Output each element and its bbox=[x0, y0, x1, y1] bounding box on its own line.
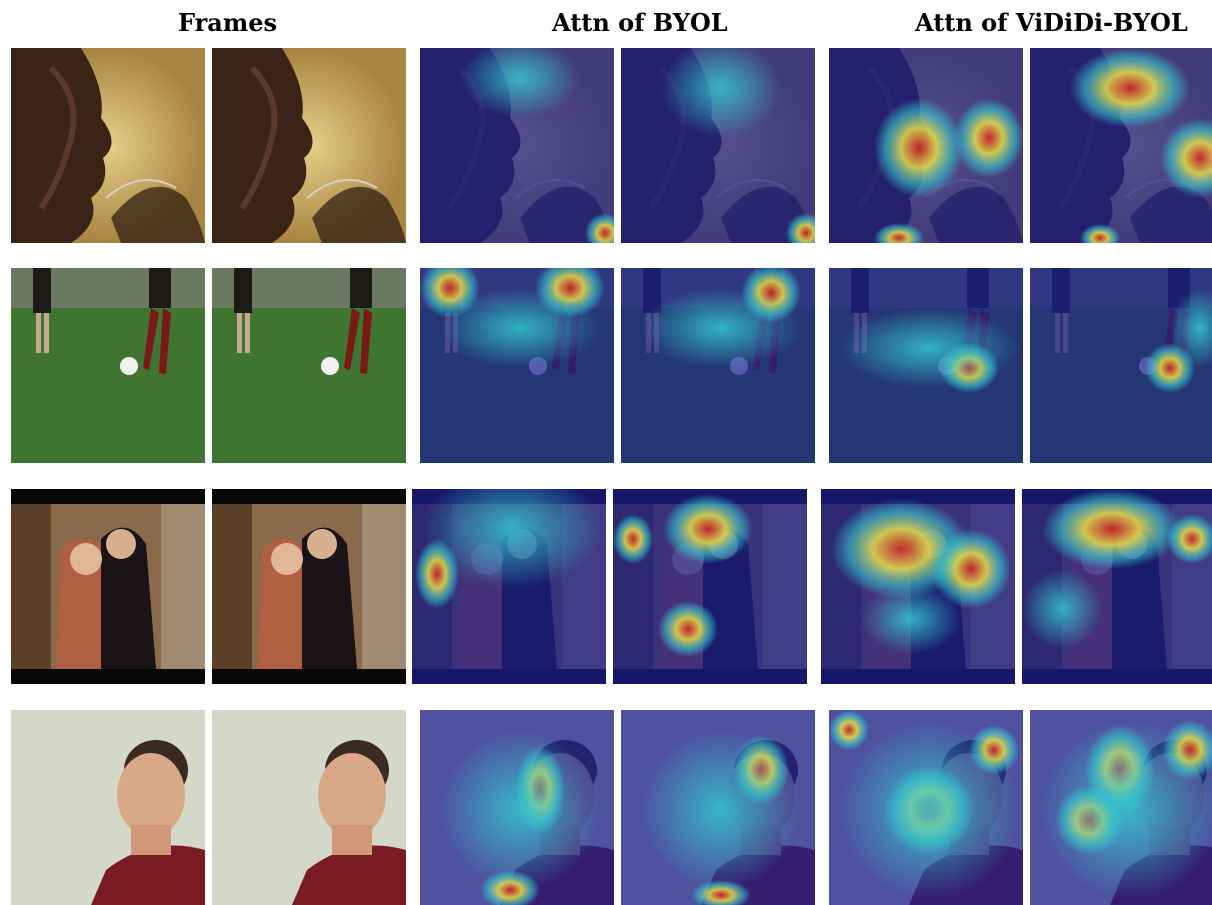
attention-heatmap-icon bbox=[1030, 268, 1212, 463]
attention-heatmap-icon bbox=[829, 48, 1023, 243]
row-4-frame-2 bbox=[212, 710, 406, 905]
soccer-photo-icon bbox=[11, 268, 205, 463]
row-2-attn-byol-1 bbox=[420, 268, 614, 463]
row-1-attn-vididi-1 bbox=[829, 48, 1023, 243]
man-face-photo-icon bbox=[11, 710, 205, 905]
man-face-photo-icon bbox=[212, 710, 406, 905]
row-4-attn-byol-2 bbox=[621, 710, 815, 905]
header-attn-vididi-byol: Attn of ViDiDi-BYOL bbox=[915, 8, 1188, 37]
attention-heatmap-icon bbox=[621, 268, 815, 463]
row-2-attn-vididi-2 bbox=[1030, 268, 1212, 463]
couple-photo-icon bbox=[212, 489, 406, 684]
attention-heatmap-icon bbox=[821, 489, 1015, 684]
row-2-attn-byol-2 bbox=[621, 268, 815, 463]
couple-photo-icon bbox=[11, 489, 205, 684]
header-attn-byol: Attn of BYOL bbox=[552, 8, 728, 37]
attention-heatmap-icon bbox=[420, 268, 614, 463]
row-4-frame-1 bbox=[11, 710, 205, 905]
attention-heatmap-icon bbox=[621, 48, 815, 243]
attention-heatmap-icon bbox=[420, 710, 614, 905]
row-1-attn-byol-1 bbox=[420, 48, 614, 243]
row-2-frame-2 bbox=[212, 268, 406, 463]
row-1-attn-vididi-2 bbox=[1030, 48, 1212, 243]
man-drinking-photo-icon bbox=[212, 48, 406, 243]
man-drinking-photo-icon bbox=[11, 48, 205, 243]
row-3-frame-1 bbox=[11, 489, 205, 684]
row-3-attn-vididi-1 bbox=[821, 489, 1015, 684]
attention-heatmap-icon bbox=[1022, 489, 1212, 684]
soccer-photo-icon bbox=[212, 268, 406, 463]
attention-heatmap-icon bbox=[829, 710, 1023, 905]
attention-heatmap-icon bbox=[412, 489, 606, 684]
row-4-attn-byol-1 bbox=[420, 710, 614, 905]
row-2-attn-vididi-1 bbox=[829, 268, 1023, 463]
attention-heatmap-icon bbox=[1030, 48, 1212, 243]
row-2-frame-1 bbox=[11, 268, 205, 463]
attention-heatmap-icon bbox=[420, 48, 614, 243]
attention-heatmap-icon bbox=[613, 489, 807, 684]
header-frames: Frames bbox=[178, 8, 277, 37]
row-3-attn-byol-2 bbox=[613, 489, 807, 684]
row-3-attn-byol-1 bbox=[412, 489, 606, 684]
attention-heatmap-icon bbox=[1030, 710, 1212, 905]
row-3-frame-2 bbox=[212, 489, 406, 684]
row-1-frame-2 bbox=[212, 48, 406, 243]
row-1-attn-byol-2 bbox=[621, 48, 815, 243]
row-1-frame-1 bbox=[11, 48, 205, 243]
row-4-attn-vididi-1 bbox=[829, 710, 1023, 905]
attention-heatmap-icon bbox=[621, 710, 815, 905]
row-3-attn-vididi-2 bbox=[1022, 489, 1212, 684]
attention-heatmap-icon bbox=[829, 268, 1023, 463]
row-4-attn-vididi-2 bbox=[1030, 710, 1212, 905]
